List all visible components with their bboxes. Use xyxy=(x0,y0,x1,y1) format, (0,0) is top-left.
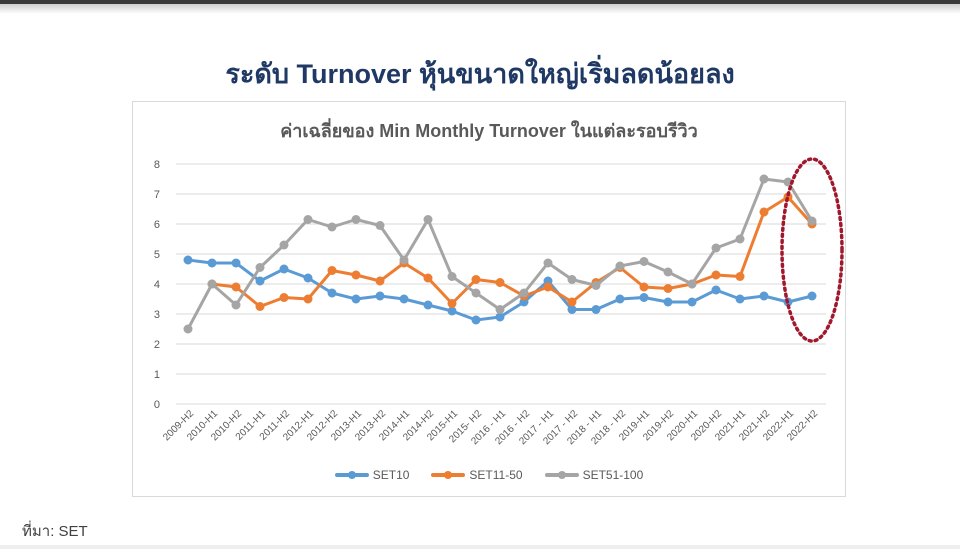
data-point-marker xyxy=(375,291,385,301)
data-point-marker xyxy=(663,297,673,307)
legend-label: SET51-100 xyxy=(582,468,644,482)
data-point-marker xyxy=(639,282,649,292)
data-point-marker xyxy=(327,288,337,298)
y-tick-label: 7 xyxy=(154,189,160,201)
data-point-marker xyxy=(279,240,289,250)
data-point-marker xyxy=(471,288,481,298)
data-point-marker xyxy=(567,297,577,307)
legend-item: SET51-100 xyxy=(544,468,644,482)
data-point-marker xyxy=(207,279,217,289)
data-point-marker xyxy=(495,305,505,314)
data-point-marker xyxy=(231,282,241,292)
data-point-marker xyxy=(303,273,313,283)
data-point-marker xyxy=(351,215,361,224)
data-point-marker xyxy=(423,300,433,310)
data-point-marker xyxy=(759,291,769,301)
top-shade xyxy=(0,4,960,14)
legend-line-marker-icon xyxy=(431,471,466,479)
data-point-marker xyxy=(639,257,649,266)
data-point-marker xyxy=(711,243,721,253)
data-point-marker xyxy=(375,221,385,230)
data-point-marker xyxy=(255,263,265,272)
legend-label: SET11-50 xyxy=(469,468,523,482)
data-point-marker xyxy=(663,284,673,293)
data-point-marker xyxy=(735,294,745,304)
legend-line-marker-icon xyxy=(334,471,369,479)
y-tick-label: 3 xyxy=(154,309,160,321)
data-point-marker xyxy=(591,305,601,314)
data-point-marker xyxy=(183,255,193,265)
legend-line-marker-icon xyxy=(544,471,579,479)
source-note: ที่มา: SET xyxy=(22,523,88,540)
data-point-marker xyxy=(495,278,505,287)
chart-legend: SET10 SET11-50 SET51-100 xyxy=(132,468,846,482)
data-point-marker xyxy=(471,275,481,284)
data-point-marker xyxy=(375,276,385,286)
data-point-marker xyxy=(231,258,241,268)
data-point-marker xyxy=(327,266,337,275)
data-point-marker xyxy=(711,270,721,280)
data-point-marker xyxy=(807,216,817,226)
data-point-marker xyxy=(423,215,433,224)
data-point-marker xyxy=(303,215,313,224)
data-point-marker xyxy=(543,282,553,292)
y-tick-label: 2 xyxy=(154,339,160,351)
y-tick-label: 4 xyxy=(154,279,160,291)
data-point-marker xyxy=(231,300,241,310)
data-point-marker xyxy=(399,255,409,265)
data-point-marker xyxy=(279,293,289,302)
data-point-marker xyxy=(735,272,745,281)
data-point-marker xyxy=(279,264,289,274)
data-point-marker xyxy=(783,177,793,187)
y-tick-label: 1 xyxy=(154,369,160,381)
slide-title: ระดับ Turnover หุ้นขนาดใหญ่เริ่มลดน้อยลง xyxy=(225,59,735,89)
data-point-marker xyxy=(543,258,553,268)
data-point-marker xyxy=(303,294,313,304)
data-point-marker xyxy=(735,234,745,244)
data-point-marker xyxy=(399,294,409,304)
data-point-marker xyxy=(711,285,721,295)
data-point-marker xyxy=(759,174,769,184)
data-point-marker xyxy=(447,306,457,316)
data-point-marker xyxy=(663,267,673,277)
y-tick-label: 0 xyxy=(154,399,160,411)
data-point-marker xyxy=(327,222,337,232)
legend-item: SET10 xyxy=(334,468,410,482)
data-point-marker xyxy=(567,305,577,314)
legend-label: SET10 xyxy=(372,468,410,482)
data-point-marker xyxy=(519,288,529,298)
y-tick-label: 6 xyxy=(154,219,160,231)
data-point-marker xyxy=(255,276,265,286)
highlight-ellipse xyxy=(780,157,844,343)
data-point-marker xyxy=(351,270,361,280)
window-top-bar xyxy=(0,0,960,4)
data-point-marker xyxy=(615,261,625,271)
data-point-marker xyxy=(495,312,505,322)
chart-title: ค่าเฉลี่ยของ Min Monthly Turnover ในแต่ล… xyxy=(280,121,698,141)
data-point-marker xyxy=(639,293,649,302)
data-point-marker xyxy=(759,207,769,217)
data-point-marker xyxy=(447,272,457,281)
data-point-marker xyxy=(687,297,697,307)
data-point-marker xyxy=(471,315,481,325)
data-point-marker xyxy=(687,279,697,289)
data-point-marker xyxy=(351,294,361,304)
data-point-marker xyxy=(207,258,217,268)
data-point-marker xyxy=(615,294,625,304)
y-tick-label: 8 xyxy=(154,159,160,171)
data-point-marker xyxy=(447,299,457,308)
data-point-marker xyxy=(807,291,817,301)
data-point-marker xyxy=(591,281,601,290)
data-point-marker xyxy=(183,324,193,334)
y-tick-label: 5 xyxy=(154,249,160,261)
data-point-marker xyxy=(423,273,433,283)
series-line xyxy=(211,195,814,308)
legend-item: SET11-50 xyxy=(431,468,523,482)
data-point-marker xyxy=(567,275,577,284)
data-point-marker xyxy=(255,302,265,311)
bottom-bar xyxy=(0,545,960,549)
